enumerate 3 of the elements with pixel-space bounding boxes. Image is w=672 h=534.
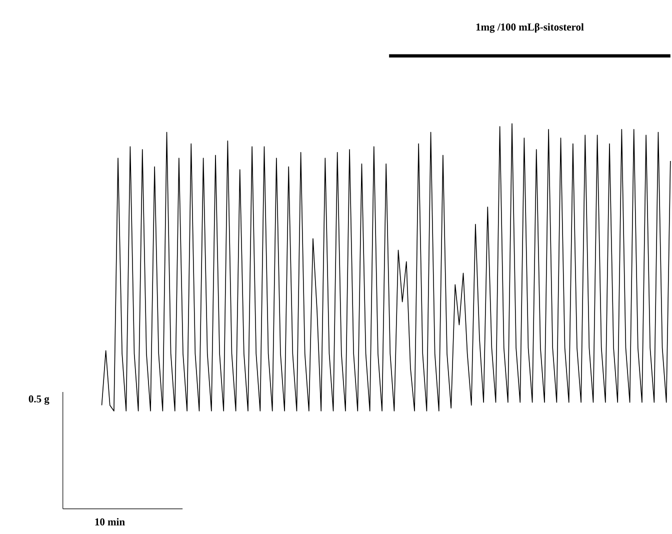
text: 0.5 g [28,396,50,405]
text: 1mg /100 mLβ-sitosterol [476,23,584,33]
text: 10 min [95,518,125,526]
